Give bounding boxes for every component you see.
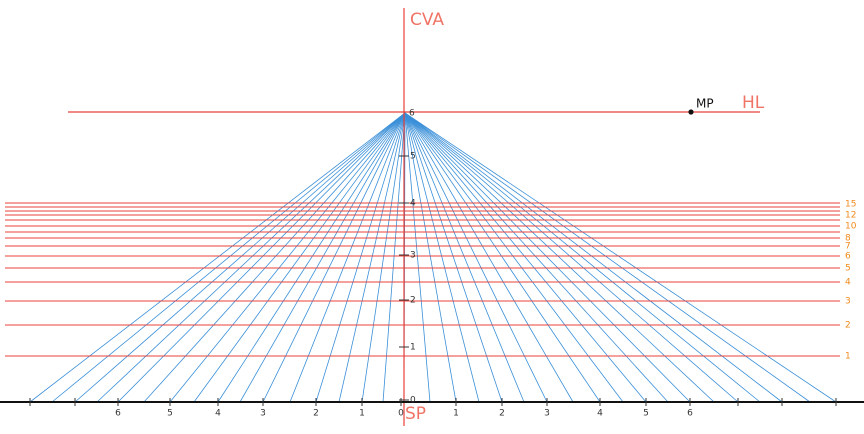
- orthogonal: [404, 112, 811, 403]
- depth-label: 7: [845, 242, 851, 252]
- ground-label: 4: [215, 409, 221, 419]
- ground-label: 1: [359, 409, 365, 419]
- height-label: 0: [410, 396, 416, 406]
- orthogonal: [315, 112, 406, 403]
- hl-label: HL: [742, 93, 765, 113]
- depth-label: 3: [845, 297, 851, 307]
- orthogonal: [51, 112, 406, 403]
- depth-label: 15: [845, 200, 856, 210]
- orthogonal: [404, 112, 525, 403]
- orthogonal: [404, 112, 691, 403]
- orthogonal: [404, 112, 739, 403]
- orthogonal: [289, 112, 406, 403]
- orthogonal: [404, 112, 574, 403]
- orthogonal: [262, 112, 406, 403]
- cva-label: CVA: [410, 10, 444, 30]
- orthogonal: [404, 112, 761, 403]
- measuring-point: [688, 109, 694, 115]
- orthogonal: [239, 112, 406, 403]
- ground-label: 4: [597, 409, 603, 419]
- depth-label: 8: [845, 234, 851, 244]
- orthogonal: [96, 112, 406, 403]
- orthogonal: [404, 112, 647, 403]
- depth-label: 10: [845, 222, 857, 232]
- depth-label: 4: [845, 278, 851, 288]
- sp-label: SP: [405, 404, 426, 424]
- orthogonal: [404, 112, 715, 403]
- orthogonal: [404, 112, 601, 403]
- orthogonals: [29, 112, 837, 403]
- ground-label: 0: [398, 409, 404, 419]
- ground-label: 2: [313, 409, 319, 419]
- ground-label: 6: [687, 409, 693, 419]
- orthogonal: [404, 112, 669, 403]
- orthogonal: [404, 112, 431, 403]
- orthogonal: [404, 112, 837, 403]
- orthogonal: [404, 112, 480, 403]
- depth-label: 6: [845, 252, 851, 262]
- depth-label: 5: [845, 264, 851, 274]
- orthogonal: [404, 112, 457, 403]
- orthogonal: [404, 112, 503, 403]
- orthogonal: [404, 112, 624, 403]
- ground-label: 2: [499, 409, 505, 419]
- ground-label: 3: [260, 409, 266, 419]
- orthogonal: [361, 112, 406, 403]
- orthogonal: [404, 112, 548, 403]
- ground-label: 1: [453, 409, 459, 419]
- height-label: 4: [410, 199, 416, 209]
- vp-label: 6: [409, 109, 415, 119]
- orthogonal: [74, 112, 406, 403]
- ground-label: 6: [115, 409, 121, 419]
- height-label: 1: [410, 343, 416, 353]
- ground-label: 3: [544, 409, 550, 419]
- depth-label: 2: [845, 321, 851, 331]
- orthogonal: [338, 112, 406, 403]
- height-label: 2: [410, 296, 416, 306]
- depth-label: 12: [845, 211, 856, 221]
- orthogonal: [117, 112, 406, 403]
- orthogonal: [404, 112, 783, 403]
- height-label: 3: [410, 251, 416, 261]
- orthogonal: [29, 112, 406, 403]
- mp-label: MP: [696, 97, 714, 111]
- depth-label: 1: [845, 352, 851, 362]
- height-label: 5: [410, 152, 416, 162]
- orthogonal: [169, 112, 406, 403]
- orthogonal: [143, 112, 406, 403]
- ground-label: 5: [643, 409, 649, 419]
- orthogonal: [382, 112, 406, 403]
- orthogonal: [217, 112, 406, 403]
- orthogonal: [193, 112, 406, 403]
- ground-label: 5: [167, 409, 173, 419]
- depth-lines: [5, 202, 840, 357]
